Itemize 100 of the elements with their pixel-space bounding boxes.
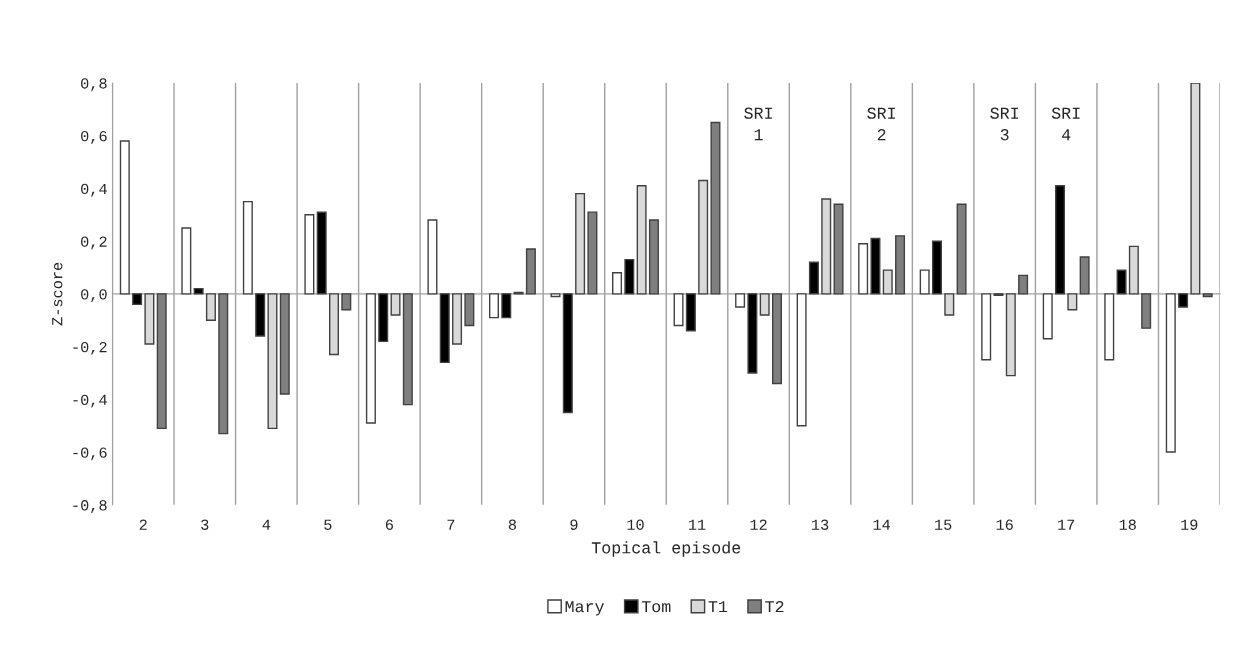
bar (673, 293, 684, 327)
bar (193, 287, 204, 295)
annotation: SRI 2 (867, 107, 895, 141)
bar (858, 243, 869, 295)
bar (304, 214, 315, 295)
bar (378, 293, 389, 343)
bar (759, 293, 770, 316)
y-tick-label: 0,4 (81, 183, 107, 197)
bar (525, 248, 536, 295)
bar (144, 293, 155, 345)
bar (1190, 82, 1201, 295)
bar (1042, 293, 1053, 340)
y-tick-label: 0,8 (81, 78, 107, 92)
bar (710, 121, 721, 295)
bar (427, 219, 438, 295)
x-tick-label: 6 (385, 519, 393, 530)
bar (1067, 293, 1078, 311)
bar (771, 293, 783, 385)
bar (870, 237, 881, 295)
bar (735, 293, 746, 308)
bar (132, 293, 143, 306)
x-tick-label: 2 (139, 519, 147, 530)
bar (1202, 293, 1213, 298)
bar (205, 293, 216, 321)
bar (439, 293, 450, 364)
x-tick-label: 16 (996, 519, 1013, 530)
bar (944, 293, 955, 316)
bar (648, 219, 659, 295)
x-tick-label: 5 (324, 519, 332, 530)
bar (698, 179, 709, 295)
bar (1104, 293, 1115, 361)
bar (452, 293, 463, 345)
x-tick-label: 12 (750, 519, 767, 530)
x-tick-label: 13 (812, 519, 829, 530)
bar (562, 293, 573, 414)
legend-label: Tom (641, 601, 671, 613)
x-tick-label: 11 (688, 519, 706, 530)
bar (1128, 245, 1139, 295)
annotation: SRI 1 (744, 107, 772, 141)
x-tick-label: 14 (873, 519, 890, 530)
bar (279, 293, 290, 395)
x-tick-label: 9 (570, 519, 578, 530)
y-tick-label: 0,6 (81, 130, 107, 144)
bar (316, 211, 327, 295)
x-axis-title: Topical episode (591, 541, 741, 557)
bar (1079, 256, 1090, 295)
legend-label: T2 (765, 600, 784, 613)
x-tick-label: 3 (201, 519, 209, 530)
bar (1165, 293, 1176, 453)
bar (156, 293, 167, 430)
bar (612, 272, 623, 295)
bar (1178, 293, 1189, 308)
bar (218, 293, 229, 435)
bar (365, 293, 376, 424)
bar (267, 293, 278, 430)
bar (1116, 269, 1127, 295)
bar (1005, 293, 1016, 377)
x-tick-label: 17 (1058, 519, 1075, 530)
bar (1141, 293, 1152, 329)
bar (587, 211, 598, 295)
bar (882, 269, 893, 295)
bar (1018, 274, 1029, 295)
x-tick-label: 10 (627, 519, 644, 530)
bar (181, 227, 192, 295)
y-tick-label: -0,6 (73, 447, 107, 461)
bar (895, 235, 906, 295)
annotation: SRI 3 (990, 107, 1018, 141)
bar (550, 293, 561, 298)
annotation: SRI 4 (1051, 107, 1080, 141)
bar (341, 293, 352, 311)
x-tick-label: 4 (262, 519, 271, 530)
bar (328, 293, 340, 356)
bar (488, 293, 499, 319)
bar (501, 293, 512, 319)
bar (624, 258, 635, 295)
y-tick-label: 0,0 (81, 289, 107, 303)
bar (981, 293, 992, 361)
bar (685, 293, 696, 332)
bar (390, 293, 401, 316)
y-tick-label: -0,8 (73, 500, 107, 514)
bar (575, 192, 586, 295)
y-tick-label: -0,4 (73, 394, 107, 408)
bar (796, 293, 807, 427)
bar (636, 185, 647, 295)
y-tick-label: -0,2 (73, 341, 107, 355)
bar (747, 293, 758, 374)
y-axis-title: Z-score (52, 262, 63, 326)
bar (821, 198, 832, 295)
bar (464, 293, 475, 327)
bar (919, 269, 930, 295)
legend-label: Mary (565, 601, 605, 616)
bar (242, 200, 253, 295)
x-tick-label: 15 (935, 519, 952, 530)
bar (833, 203, 844, 295)
y-tick-label: 0,2 (81, 236, 107, 250)
bar (1055, 185, 1066, 295)
legend-label: T1 (708, 601, 728, 613)
bar (119, 140, 130, 295)
bar (808, 261, 819, 295)
x-tick-label: 18 (1119, 519, 1136, 530)
